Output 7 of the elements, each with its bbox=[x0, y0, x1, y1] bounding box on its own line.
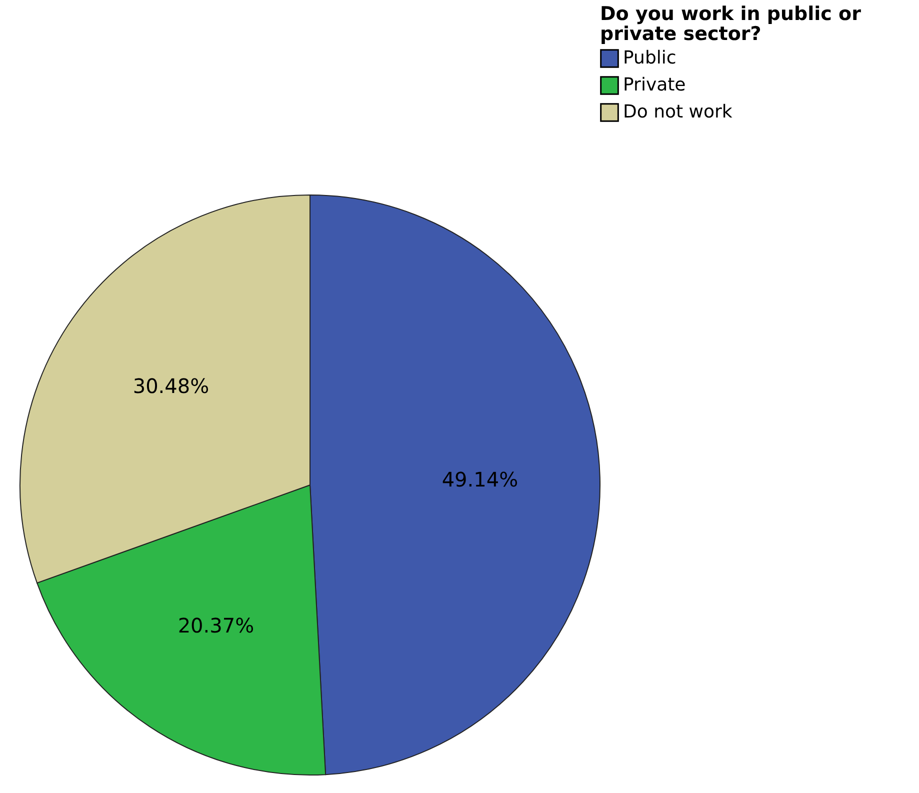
legend-label: Private bbox=[623, 74, 686, 96]
data-label: 30.48% bbox=[132, 374, 210, 398]
legend-label: Do not work bbox=[623, 102, 733, 122]
data-label: 49.14% bbox=[442, 467, 518, 492]
legend-title: Do you work in public or private sector? bbox=[600, 3, 862, 45]
data-label: 20.37% bbox=[178, 614, 254, 638]
legend-label: Public bbox=[623, 48, 676, 68]
